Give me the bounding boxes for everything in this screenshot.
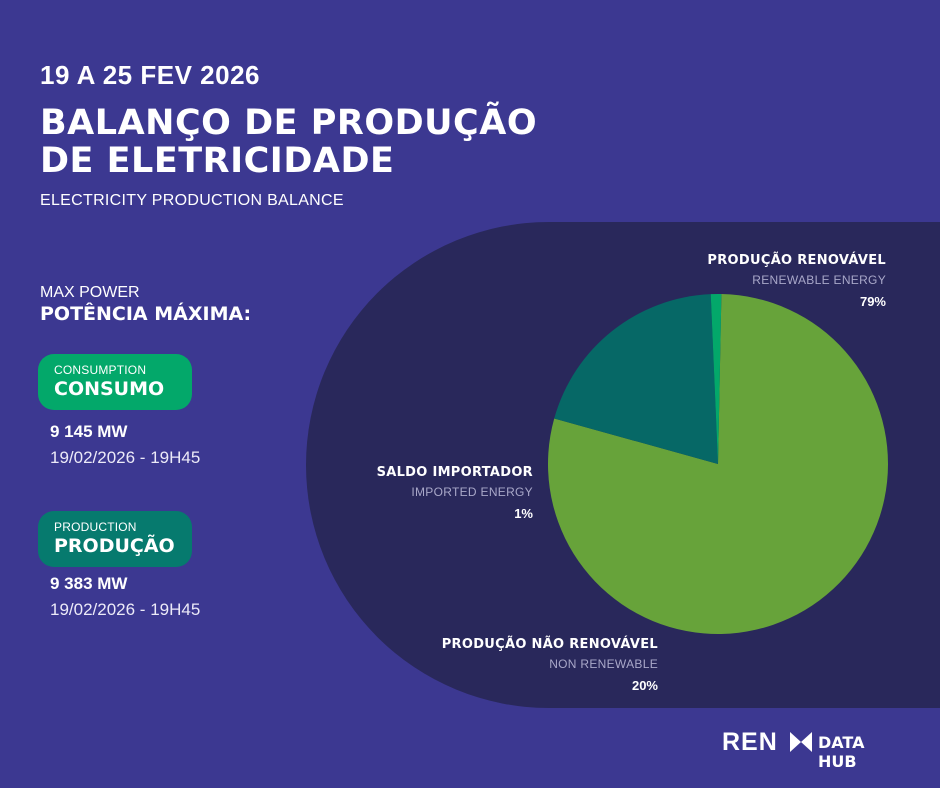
label-non-renewable-pt: PRODUÇÃO NÃO RENOVÁVEL xyxy=(441,637,658,652)
consumption-value: 9 145 MW xyxy=(50,422,128,441)
label-imported: SALDO IMPORTADOR IMPORTED ENERGY 1% xyxy=(377,465,533,521)
label-imported-percent: 1% xyxy=(514,506,533,521)
title-line-1: BALANÇO DE PRODUÇÃO xyxy=(40,103,538,143)
label-imported-en: IMPORTED ENERGY xyxy=(411,485,533,499)
label-non-renewable-en: NON RENEWABLE xyxy=(549,657,658,671)
production-value: 9 383 MW xyxy=(50,574,128,593)
pie-slice-non-renewable xyxy=(554,294,718,464)
page-title: BALANÇO DE PRODUÇÃO DE ELETRICIDADE xyxy=(40,104,537,180)
production-badge: PRODUCTION PRODUÇÃO xyxy=(38,511,192,567)
label-renewable-percent: 79% xyxy=(859,294,886,309)
max-power-label-pt: POTÊNCIA MÁXIMA: xyxy=(40,303,252,325)
logo-brand: REN xyxy=(722,728,778,756)
pie-slice-renewable xyxy=(548,294,889,634)
label-renewable-en: RENEWABLE ENERGY xyxy=(752,273,886,287)
pie-chart xyxy=(548,293,889,634)
production-label-en: PRODUCTION xyxy=(54,520,137,534)
consumption-label-en: CONSUMPTION xyxy=(54,363,147,377)
date-range: 19 A 25 FEV 2026 xyxy=(40,60,260,90)
label-non-renewable: PRODUÇÃO NÃO RENOVÁVEL NON RENEWABLE 20% xyxy=(442,637,658,693)
production-datetime: 19/02/2026 - 19H45 xyxy=(50,600,201,619)
consumption-label-pt: CONSUMO xyxy=(54,378,165,400)
consumption-datetime: 19/02/2026 - 19H45 xyxy=(50,448,201,467)
page-subtitle: ELECTRICITY PRODUCTION BALANCE xyxy=(40,192,344,209)
consumption-badge: CONSUMPTION CONSUMO xyxy=(38,354,192,410)
logo-product: DATA HUB xyxy=(818,733,865,771)
ren-mark-icon xyxy=(790,732,812,752)
production-label-pt: PRODUÇÃO xyxy=(54,535,175,557)
label-renewable: PRODUÇÃO RENOVÁVEL RENEWABLE ENERGY 79% xyxy=(707,253,886,309)
title-line-2: DE ELETRICIDADE xyxy=(40,141,395,181)
label-renewable-pt: PRODUÇÃO RENOVÁVEL xyxy=(707,253,886,268)
pie-slice-imported xyxy=(710,293,722,464)
label-imported-pt: SALDO IMPORTADOR xyxy=(376,465,533,480)
label-non-renewable-percent: 20% xyxy=(631,678,658,693)
max-power-label-en: MAX POWER xyxy=(40,284,140,301)
